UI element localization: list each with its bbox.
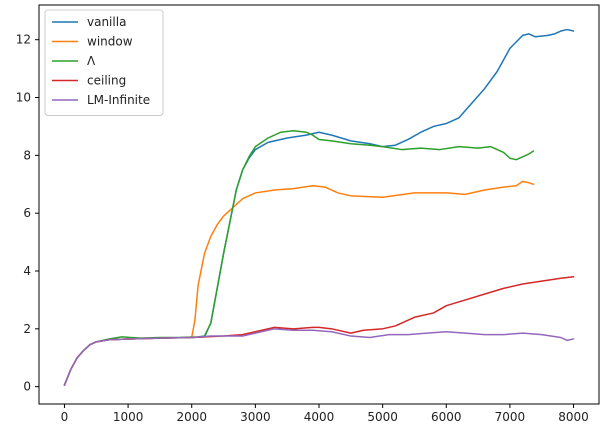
x-tick-label-8: 8000 (558, 410, 589, 424)
x-tick-label-6: 6000 (431, 410, 462, 424)
series-line-2 (63, 130, 535, 386)
y-tick-label-3: 6 (23, 206, 31, 220)
legend-box (44, 9, 164, 116)
x-tick-label-7: 7000 (495, 410, 526, 424)
legend-label-3: ceiling (87, 74, 126, 88)
x-tick-label-2: 2000 (176, 410, 207, 424)
y-tick-label-1: 2 (23, 322, 31, 336)
y-tick-label-4: 8 (23, 148, 31, 162)
y-tick-label-0: 0 (23, 380, 31, 394)
legend-label-1: window (87, 35, 133, 49)
legend-label-2: Λ (87, 54, 96, 68)
x-tick-label-5: 5000 (367, 410, 398, 424)
series-layer (63, 28, 575, 386)
x-tick-label-4: 4000 (304, 410, 335, 424)
series-line-1 (63, 180, 535, 386)
legend-label-4: LM-Infinite (87, 93, 150, 107)
y-tick-label-2: 4 (23, 264, 31, 278)
y-tick-label-6: 12 (16, 33, 31, 47)
x-tick-label-1: 1000 (113, 410, 144, 424)
x-tick-label-3: 3000 (240, 410, 271, 424)
series-line-4 (63, 328, 575, 386)
y-tick-label-5: 10 (16, 91, 31, 105)
x-tick-label-0: 0 (61, 410, 69, 424)
legend-label-0: vanilla (87, 15, 126, 29)
x-axis: 0 1000 2000 3000 4000 5000 6000 7000 8000 (61, 404, 589, 424)
y-axis: 0 2 4 6 8 10 12 (16, 33, 39, 394)
